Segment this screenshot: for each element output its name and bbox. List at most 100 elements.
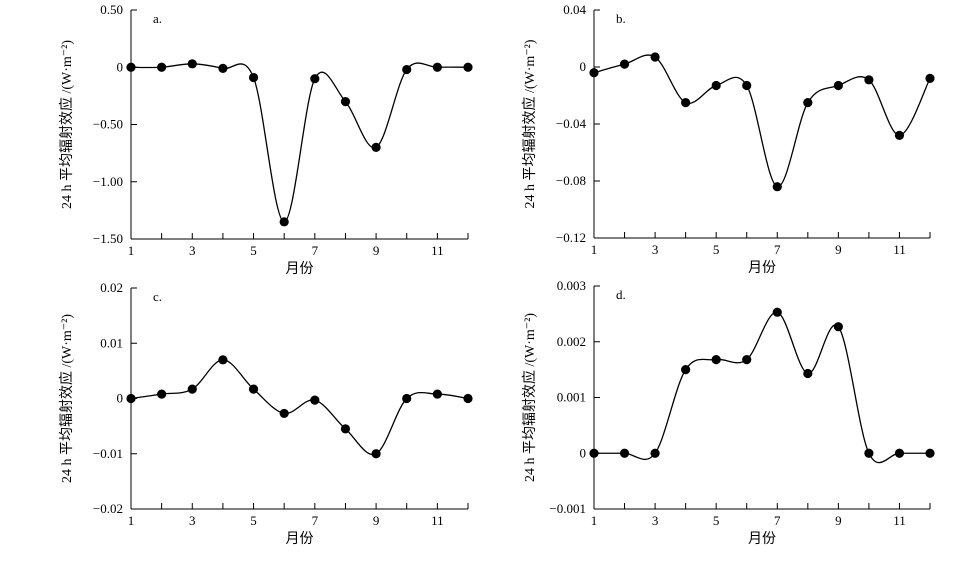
chart-panel-1: 0.04 0 −0.04 −0.08 −0.12 1 3 5 7 9 11 月份 24 h 平均辐射效应… xyxy=(521,2,935,276)
data-point xyxy=(218,63,228,73)
data-point xyxy=(126,62,136,72)
y-tick-label: 0.003 xyxy=(557,278,586,293)
data-point xyxy=(187,59,197,69)
data-point xyxy=(402,393,412,404)
data-point xyxy=(894,130,905,140)
data-point xyxy=(711,354,721,365)
y-tick-label: 0.02 xyxy=(100,280,123,295)
data-point xyxy=(432,62,442,72)
series-line xyxy=(594,311,930,464)
y-tick-label: −0.50 xyxy=(93,117,123,132)
x-tick-label: 5 xyxy=(713,242,720,257)
data-point xyxy=(833,80,843,91)
x-tick-label: 9 xyxy=(373,243,380,258)
data-point xyxy=(310,395,320,405)
x-tick-label: 9 xyxy=(835,513,842,528)
x-tick-label: 3 xyxy=(652,242,659,257)
chart-panel-2: 0.02 0.01 0 −0.01 −0.02 1 3 5 7 9 11 月份 24 h 平均辐射效应 … xyxy=(58,280,473,547)
data-point xyxy=(864,448,874,458)
y-tick-label: −0.08 xyxy=(556,173,586,188)
data-point xyxy=(619,448,630,458)
x-tick-label: 7 xyxy=(774,242,781,257)
data-point xyxy=(619,59,630,69)
data-point xyxy=(833,322,843,332)
y-tick-label: −1.50 xyxy=(93,231,123,246)
data-point xyxy=(371,142,381,152)
data-point xyxy=(742,80,752,91)
data-point xyxy=(279,217,289,227)
data-point xyxy=(742,354,752,365)
chart-panel-3: 0.003 0.002 0.001 0 −0.001 1 3 5 7 9 11 月份 24 h 平均辐射… xyxy=(521,278,935,547)
data-point xyxy=(589,448,599,458)
x-tick-label: 11 xyxy=(893,513,906,528)
data-point xyxy=(894,448,905,458)
data-point xyxy=(463,393,473,404)
data-point xyxy=(340,97,351,107)
chart-panel-0: 0.50 0 −0.50 −1.00 −1.50 1 3 5 7 9 11 月份 24 h 平均辐射效应… xyxy=(58,2,473,277)
series-line xyxy=(593,54,931,188)
data-point xyxy=(340,424,351,434)
data-point xyxy=(589,68,599,78)
data-point xyxy=(463,62,473,72)
y-tick-label: 0 xyxy=(580,59,587,74)
data-point xyxy=(157,62,167,72)
data-point xyxy=(248,384,259,394)
series-line xyxy=(130,62,469,223)
data-point xyxy=(402,64,412,75)
data-point xyxy=(803,98,813,108)
data-point xyxy=(432,389,442,399)
data-point xyxy=(650,52,660,62)
x-tick-label: 1 xyxy=(128,513,135,528)
data-point xyxy=(711,80,721,91)
data-point xyxy=(803,368,813,379)
panel-label: b. xyxy=(616,11,626,26)
y-tick-label: 0 xyxy=(117,59,124,74)
y-axis-title: 24 h 平均辐射效应 /(W·m⁻²) xyxy=(521,313,538,482)
x-axis-title: 月份 xyxy=(286,531,314,547)
y-tick-label: 0.001 xyxy=(557,390,586,405)
x-tick-label: 11 xyxy=(431,513,444,528)
x-axis-title: 月份 xyxy=(748,260,776,276)
panel-label: a. xyxy=(153,11,162,26)
data-point xyxy=(218,355,228,365)
panel-label: c. xyxy=(153,289,162,304)
x-tick-label: 7 xyxy=(774,513,781,528)
x-tick-label: 3 xyxy=(189,513,196,528)
x-tick-label: 5 xyxy=(250,513,257,528)
data-point xyxy=(279,408,289,419)
y-axis-title: 24 h 平均辐射效应 /(W·m⁻²) xyxy=(58,40,75,209)
y-tick-label: −0.04 xyxy=(556,116,587,131)
y-tick-label: 0 xyxy=(580,445,587,460)
data-point xyxy=(157,389,167,399)
x-tick-label: 3 xyxy=(189,243,196,258)
x-tick-label: 1 xyxy=(591,513,598,528)
y-axis-title: 24 h 平均辐射效应 /(W·m⁻²) xyxy=(58,314,75,483)
data-point xyxy=(248,72,259,83)
data-point xyxy=(371,449,381,459)
data-point xyxy=(126,393,136,404)
y-tick-label: −1.00 xyxy=(93,174,123,189)
y-tick-label: −0.001 xyxy=(549,501,586,516)
x-tick-label: 3 xyxy=(652,513,659,528)
y-tick-label: −0.12 xyxy=(556,230,586,245)
y-tick-label: 0.01 xyxy=(100,335,123,350)
data-point xyxy=(772,307,782,317)
y-tick-label: 0.04 xyxy=(563,2,586,17)
y-tick-label: −0.01 xyxy=(93,446,123,461)
x-tick-label: 9 xyxy=(835,242,842,257)
data-point xyxy=(650,448,660,458)
series-line xyxy=(130,359,469,456)
x-tick-label: 5 xyxy=(713,513,720,528)
data-point xyxy=(681,365,691,375)
x-tick-label: 1 xyxy=(591,242,598,257)
x-tick-label: 11 xyxy=(893,242,906,257)
x-tick-label: 7 xyxy=(312,513,319,528)
x-axis-title: 月份 xyxy=(286,261,314,277)
y-tick-label: 0 xyxy=(117,391,124,406)
x-tick-label: 11 xyxy=(431,243,444,258)
x-axis-title: 月份 xyxy=(748,531,776,547)
data-point xyxy=(772,182,782,192)
x-tick-label: 7 xyxy=(312,243,319,258)
